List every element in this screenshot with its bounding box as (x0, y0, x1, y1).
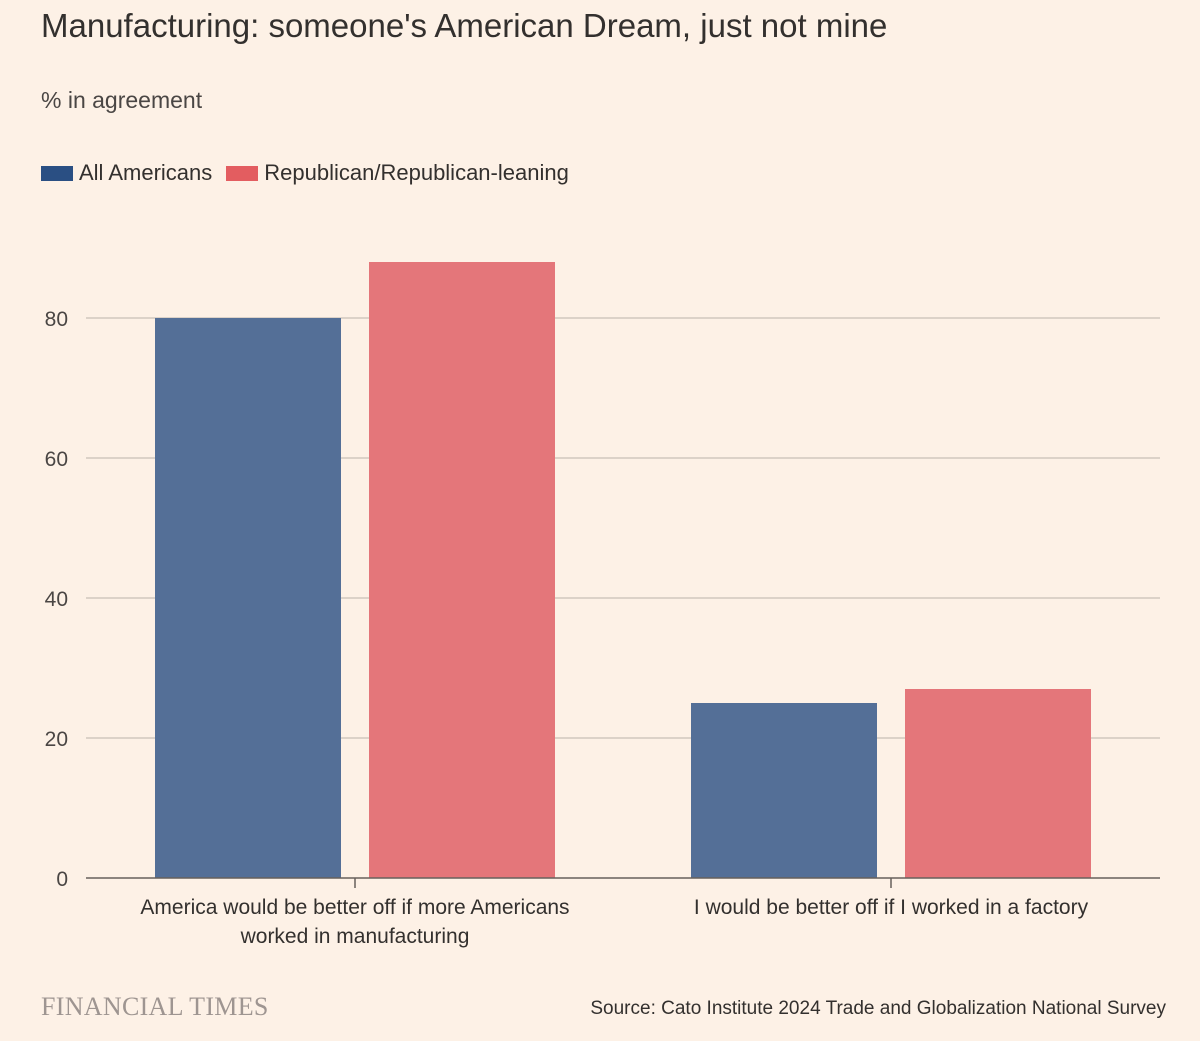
legend-swatch-all-americans (41, 165, 73, 181)
x-category-label: America would be better off if more Amer… (140, 896, 569, 919)
bar (905, 689, 1091, 878)
y-tick-label: 0 (56, 868, 68, 891)
bar (155, 318, 341, 878)
legend-swatch-republican (226, 165, 259, 181)
y-tick-label: 60 (45, 448, 68, 471)
financial-times-logo: FINANCIAL TIMES (41, 992, 269, 1021)
y-tick-label: 40 (45, 588, 68, 611)
legend: All Americans Republican/Republican-lean… (41, 160, 569, 186)
y-tick-label: 20 (45, 728, 68, 751)
legend-item-republican: Republican/Republican-leaning (226, 160, 569, 186)
bar (369, 262, 555, 878)
bar (691, 703, 877, 878)
x-category-label: worked in manufacturing (240, 925, 470, 948)
chart-title: Manufacturing: someone's American Dream,… (41, 7, 888, 44)
legend-label-all-americans: All Americans (79, 160, 213, 185)
source-note: Source: Cato Institute 2024 Trade and Gl… (590, 998, 1166, 1019)
x-category-label: I would be better off if I worked in a f… (694, 896, 1089, 919)
legend-label-republican: Republican/Republican-leaning (264, 160, 569, 185)
chart-subtitle: % in agreement (41, 87, 203, 113)
legend-item-all-americans: All Americans (41, 160, 212, 186)
y-tick-label: 80 (45, 308, 68, 331)
